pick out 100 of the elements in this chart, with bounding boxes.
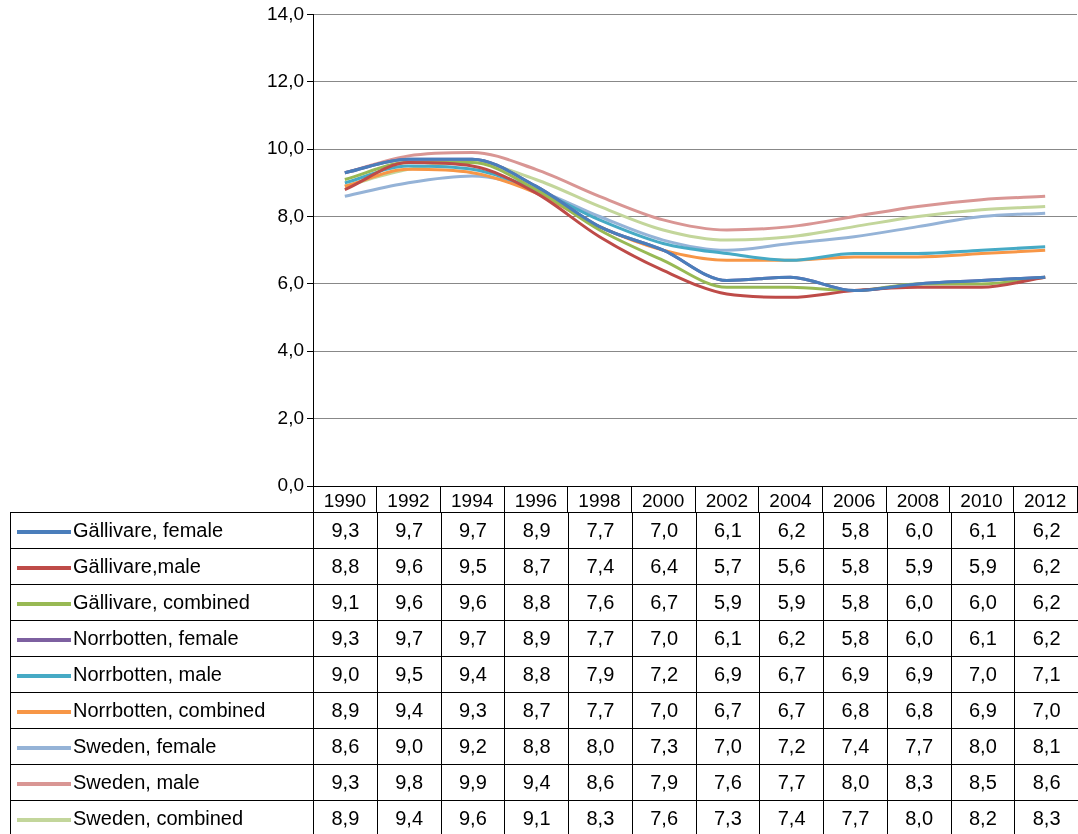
data-label: 8,8	[504, 584, 569, 621]
legend-label: Gällivare, combined	[73, 591, 250, 613]
data-label: 7,7	[887, 728, 951, 765]
data-label: 7,7	[568, 620, 633, 657]
data-label: 6,2	[759, 620, 824, 657]
data-label: 7,0	[696, 728, 760, 765]
data-label: 6,7	[759, 692, 824, 729]
y-tick-label: 10,0	[267, 137, 304, 159]
legend-label: Sweden, female	[73, 735, 217, 757]
data-label: 6,0	[887, 512, 951, 549]
data-label: 8,6	[568, 764, 633, 801]
data-label: 8,9	[313, 692, 378, 729]
data-label: 9,6	[377, 584, 441, 621]
data-label: 7,4	[568, 548, 633, 585]
data-label: 9,6	[441, 584, 505, 621]
data-label: 6,0	[887, 584, 951, 621]
legend-label: Norrbotten, male	[73, 663, 222, 685]
data-label: 8,3	[568, 800, 633, 834]
x-tick-label: 2000	[642, 489, 685, 511]
data-label: 5,7	[696, 548, 760, 585]
data-label: 9,4	[377, 692, 441, 729]
data-label: 7,7	[823, 800, 888, 834]
data-label: 8,7	[504, 548, 569, 585]
y-tick-label: 6,0	[277, 272, 304, 294]
data-label: 6,4	[632, 548, 696, 585]
data-label: 6,8	[823, 692, 888, 729]
data-label: 5,8	[823, 584, 888, 621]
data-label: 6,1	[951, 620, 1015, 657]
data-label: 7,7	[759, 764, 824, 801]
data-label: 5,9	[887, 548, 951, 585]
data-label: 7,9	[632, 764, 696, 801]
x-tick-label: 2004	[769, 489, 813, 511]
y-tick-label: 8,0	[277, 204, 304, 226]
x-tick-label: 2008	[896, 489, 939, 511]
data-label: 7,6	[568, 584, 633, 621]
data-label: 5,9	[951, 548, 1015, 585]
data-label: 8,0	[568, 728, 633, 765]
data-label: 8,9	[504, 512, 569, 549]
data-label: 6,1	[951, 512, 1015, 549]
x-tick-label: 2010	[960, 489, 1003, 511]
data-label: 8,0	[951, 728, 1015, 765]
data-label: 8,5	[951, 764, 1015, 801]
data-label: 9,7	[377, 512, 441, 549]
data-label: 9,7	[377, 620, 441, 657]
data-label: 9,2	[441, 728, 505, 765]
data-label: 9,3	[313, 620, 378, 657]
legend-label: Gällivare,male	[73, 555, 201, 577]
data-label: 7,4	[823, 728, 888, 765]
data-label: 8,9	[504, 620, 569, 657]
data-label: 8,6	[1014, 764, 1078, 801]
data-label: 5,9	[696, 584, 760, 621]
y-tick-label: 0,0	[277, 474, 304, 496]
x-tick-label: 2002	[705, 489, 748, 511]
data-label: 7,7	[568, 692, 633, 729]
data-label: 8,6	[313, 728, 378, 765]
x-tick-label: 1998	[578, 489, 621, 511]
data-label: 6,1	[696, 620, 760, 657]
data-label: 6,2	[1014, 620, 1078, 657]
data-label: 8,8	[504, 656, 569, 693]
data-label: 8,8	[313, 548, 378, 585]
data-label: 5,8	[823, 548, 888, 585]
x-tick-label: 1990	[323, 489, 366, 511]
data-label: 6,7	[759, 656, 824, 693]
data-label: 8,9	[313, 800, 378, 834]
data-label: 9,4	[441, 656, 505, 693]
data-label: 6,7	[696, 692, 760, 729]
data-label: 6,7	[632, 584, 696, 621]
legend-label: Norrbotten, female	[73, 627, 239, 649]
data-label: 9,4	[504, 764, 569, 801]
legend-label: Norrbotten, combined	[73, 699, 266, 721]
data-label: 7,4	[759, 800, 824, 834]
legend-label: Sweden, combined	[73, 807, 244, 829]
data-label: 7,3	[632, 728, 696, 765]
data-label: 6,8	[887, 692, 951, 729]
data-label: 9,8	[377, 764, 441, 801]
data-label: 7,3	[696, 800, 760, 834]
y-tick-label: 12,0	[267, 70, 304, 92]
data-label: 5,9	[759, 584, 824, 621]
data-label: 8,7	[504, 692, 569, 729]
data-label: 7,0	[951, 656, 1015, 693]
data-label: 6,9	[887, 656, 951, 693]
data-label: 7,0	[632, 512, 696, 549]
data-label: 6,0	[951, 584, 1015, 621]
data-label: 5,6	[759, 548, 824, 585]
y-tick-label: 2,0	[277, 406, 304, 428]
data-label: 8,8	[504, 728, 569, 765]
data-label: 5,8	[823, 512, 888, 549]
data-label: 7,9	[568, 656, 633, 693]
data-label: 9,1	[504, 800, 569, 834]
data-label: 8,1	[1014, 728, 1078, 765]
data-label: 7,0	[632, 692, 696, 729]
y-tick-label: 4,0	[277, 339, 304, 361]
data-label: 9,5	[377, 656, 441, 693]
data-label: 9,6	[377, 548, 441, 585]
data-label: 7,2	[632, 656, 696, 693]
data-label: 6,2	[759, 512, 824, 549]
data-label: 7,2	[759, 728, 824, 765]
data-label: 6,9	[823, 656, 888, 693]
data-label: 7,7	[568, 512, 633, 549]
data-label: 7,0	[632, 620, 696, 657]
